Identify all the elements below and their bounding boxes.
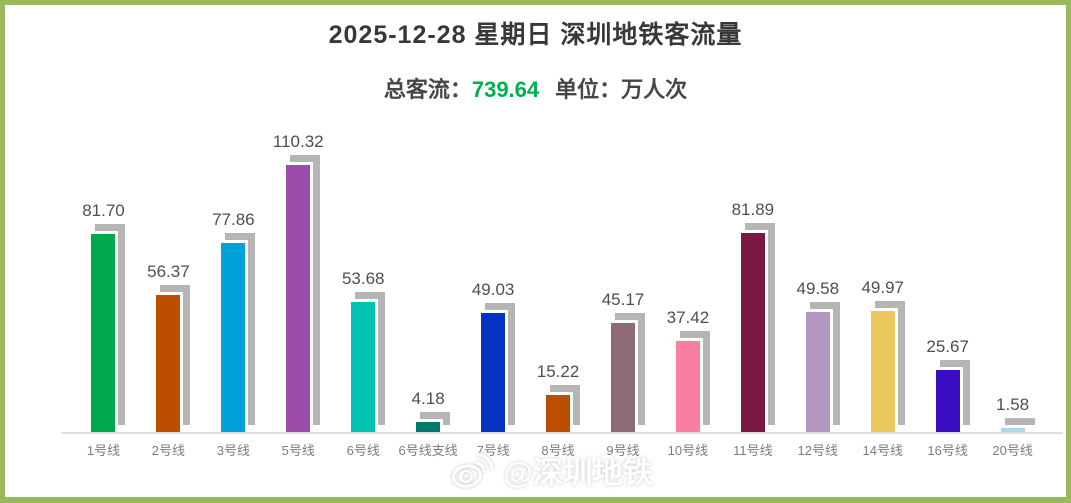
bar-value-label: 45.17 bbox=[601, 290, 645, 309]
chart-header: 2025-12-28 星期日 深圳地铁客流量 总客流：739.64 单位：万人次 bbox=[5, 15, 1066, 104]
bar-value-label: 49.58 bbox=[796, 279, 840, 298]
bar-value-label: 56.37 bbox=[147, 262, 190, 281]
bar-group: 49.58 bbox=[785, 279, 850, 432]
bar-group: 110.32 bbox=[266, 132, 331, 432]
bar bbox=[286, 155, 321, 432]
bar-group: 25.67 bbox=[915, 337, 980, 432]
bar bbox=[870, 301, 905, 432]
bar-value-label: 49.97 bbox=[861, 278, 904, 297]
chart-categories: 1号线 2号线 3号线 5号线 6号线 6号线支线 7号线 8号线 9号线 10号线 11号线 12号… bbox=[71, 434, 1045, 459]
category-label: 5号线 bbox=[281, 443, 315, 458]
bar-group: 53.68 bbox=[331, 269, 396, 432]
bar bbox=[546, 385, 581, 432]
bar bbox=[610, 313, 645, 432]
bar bbox=[91, 224, 126, 432]
bar-value-label: 15.22 bbox=[536, 362, 580, 381]
bar-value-label: 49.03 bbox=[471, 280, 515, 299]
category-label: 2号线 bbox=[151, 443, 186, 458]
bar-group: 49.03 bbox=[461, 280, 526, 432]
category-label: 9号线 bbox=[606, 443, 640, 458]
bar-value-label: 4.18 bbox=[411, 389, 445, 408]
category-label: 7号线 bbox=[476, 443, 510, 458]
bar bbox=[481, 303, 516, 432]
bar bbox=[935, 360, 970, 432]
bar-value-label: 1.58 bbox=[996, 395, 1030, 414]
bar-group: 45.17 bbox=[591, 290, 656, 432]
bar-value-label: 53.68 bbox=[341, 269, 385, 288]
bar-value-label: 37.42 bbox=[666, 308, 710, 327]
bar-group: 4.18 bbox=[396, 389, 461, 432]
category-label: 14号线 bbox=[862, 443, 903, 458]
unit-label: 单位：万人次 bbox=[555, 77, 688, 102]
bar-group: 77.86 bbox=[201, 210, 266, 432]
bar bbox=[416, 412, 451, 432]
bar bbox=[675, 331, 710, 432]
category-label: 12号线 bbox=[797, 443, 839, 458]
category-label: 6号线 bbox=[346, 443, 380, 458]
category-label: 10号线 bbox=[667, 443, 709, 458]
bar bbox=[156, 285, 191, 432]
bar-group: 56.37 bbox=[136, 262, 201, 432]
category-label: 6号线支线 bbox=[398, 443, 458, 458]
bar-value-label: 81.89 bbox=[731, 200, 775, 219]
chart-subtitle: 总客流：739.64 单位：万人次 bbox=[5, 72, 1066, 104]
category-label: 20号线 bbox=[992, 443, 1033, 458]
bar-group: 15.22 bbox=[526, 362, 591, 432]
bar bbox=[221, 233, 256, 432]
bar bbox=[351, 292, 386, 432]
bar-group: 81.89 bbox=[720, 200, 785, 432]
chart-bars: 81.70 56.37 77.86 110.32 53.68 4.18 49.03 15.22… bbox=[71, 132, 1045, 432]
bar-value-label: 77.86 bbox=[212, 210, 255, 229]
bar bbox=[1000, 418, 1035, 432]
x-axis-line bbox=[61, 432, 1063, 434]
bar bbox=[805, 302, 840, 432]
bar-group: 49.97 bbox=[850, 278, 915, 432]
bar-value-label: 110.32 bbox=[272, 132, 324, 151]
category-label: 16号线 bbox=[927, 443, 968, 458]
bar-chart: 81.70 56.37 77.86 110.32 53.68 4.18 49.03 15.22… bbox=[61, 132, 1063, 459]
bar bbox=[740, 223, 775, 432]
bar-group: 37.42 bbox=[655, 308, 720, 432]
bar-value-label: 25.67 bbox=[926, 337, 969, 356]
category-label: 8号线 bbox=[541, 443, 575, 458]
category-label: 1号线 bbox=[86, 443, 121, 458]
category-label: 11号线 bbox=[733, 443, 773, 458]
bar-group: 1.58 bbox=[980, 395, 1045, 432]
total-value: 739.64 bbox=[471, 77, 540, 102]
bar-value-label: 81.70 bbox=[82, 201, 125, 220]
category-label: 3号线 bbox=[216, 443, 250, 458]
total-prefix-label: 总客流： bbox=[383, 77, 472, 102]
bar-group: 81.70 bbox=[71, 201, 136, 432]
chart-title: 2025-12-28 星期日 深圳地铁客流量 bbox=[328, 21, 743, 49]
